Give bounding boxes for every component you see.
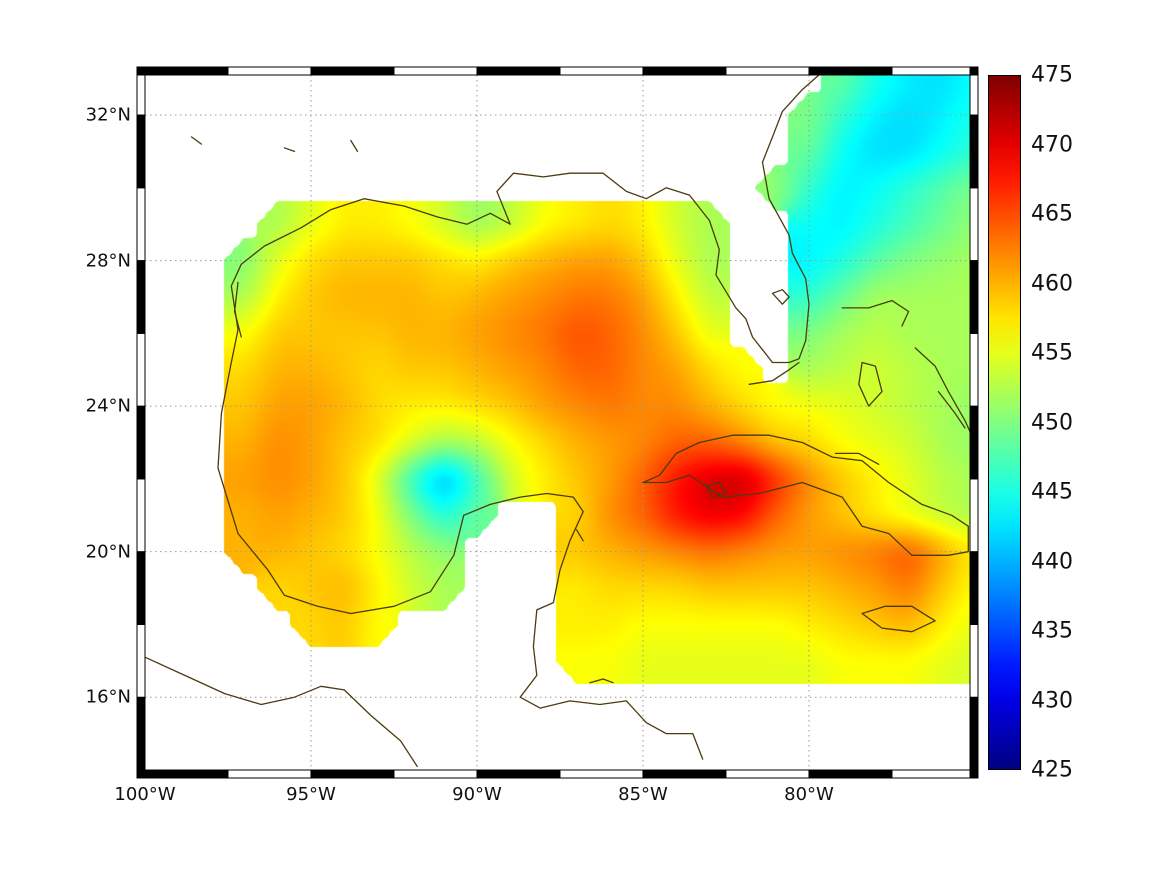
y-tick-label: 28°N <box>85 250 131 272</box>
frame-segment <box>476 66 561 76</box>
y-tick-label: 24°N <box>85 395 131 417</box>
frame-segment <box>136 114 146 189</box>
frame-segment <box>725 769 810 779</box>
colorbar-tick-label: 460 <box>1031 271 1073 296</box>
colorbar-tick-label: 455 <box>1031 340 1073 366</box>
y-tick-label: 16°N <box>85 686 131 708</box>
colorbar-tick-label: 475 <box>1031 62 1073 88</box>
frame-segment <box>136 623 146 698</box>
frame-segment <box>144 66 229 76</box>
frame-segment <box>642 66 727 76</box>
frame-segment <box>227 769 312 779</box>
frame-segment <box>969 187 979 262</box>
frame-segment <box>144 769 229 779</box>
frame-segment <box>393 66 478 76</box>
frame-segment <box>808 769 893 779</box>
x-tick-label: 85°W <box>618 784 668 805</box>
x-tick-label: 80°W <box>784 784 834 805</box>
frame-segment <box>969 332 979 407</box>
frame-segment <box>136 260 146 334</box>
colorbar-tick-label: 435 <box>1031 618 1073 644</box>
frame-segment <box>559 769 644 779</box>
frame-segment <box>969 551 979 625</box>
frame-segment <box>642 769 727 779</box>
frame-segment <box>969 623 979 698</box>
frame-segment <box>310 769 395 779</box>
colorbar-tick-label: 470 <box>1031 132 1073 157</box>
frame-segment <box>136 696 146 771</box>
frame-corner <box>969 769 979 779</box>
frame-segment <box>136 187 146 262</box>
frame-segment <box>310 66 395 76</box>
frame-segment <box>969 114 979 189</box>
frame-corner <box>136 769 146 779</box>
frame-segment <box>136 74 146 116</box>
colorbar-tick-label: 425 <box>1031 757 1073 783</box>
y-tick-label: 20°N <box>85 541 131 563</box>
x-tick-label: 95°W <box>286 784 336 805</box>
frame-segment <box>136 405 146 480</box>
frame-segment <box>969 696 979 771</box>
colorbar-tick-label: 450 <box>1031 410 1073 435</box>
colorbar-tick-label: 430 <box>1031 688 1073 713</box>
x-tick-label: 100°W <box>114 784 176 805</box>
frame-segment <box>136 551 146 625</box>
frame-corner <box>136 66 146 76</box>
colorbar-tick-label: 445 <box>1031 479 1073 505</box>
frame-segment <box>969 74 979 116</box>
frame-segment <box>393 769 478 779</box>
frame-segment <box>808 66 893 76</box>
heatmap-canvas <box>145 75 970 770</box>
colorbar <box>988 75 1021 770</box>
frame-segment <box>891 769 971 779</box>
x-tick-label: 90°W <box>452 784 502 805</box>
frame-segment <box>725 66 810 76</box>
frame-segment <box>136 478 146 553</box>
frame-segment <box>476 769 561 779</box>
frame-segment <box>559 66 644 76</box>
frame-segment <box>969 260 979 334</box>
frame-segment <box>136 332 146 407</box>
colorbar-tick-label: 465 <box>1031 201 1073 227</box>
colorbar-tick-label: 440 <box>1031 549 1073 574</box>
frame-segment <box>969 405 979 480</box>
frame-segment <box>227 66 312 76</box>
frame-corner <box>969 66 979 76</box>
frame-segment <box>891 66 971 76</box>
y-tick-label: 32°N <box>85 104 131 126</box>
frame-segment <box>969 478 979 553</box>
